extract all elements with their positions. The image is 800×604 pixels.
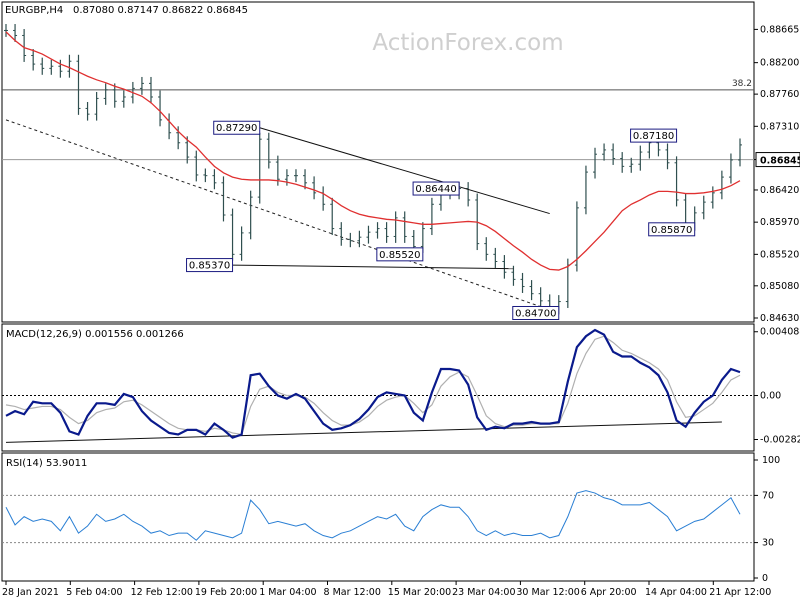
macd-panel	[1, 323, 755, 452]
macd-axis: 0.004088 0.00 -0.00282	[754, 327, 800, 446]
time-tick-label: 21 Apr 12:00	[709, 587, 771, 598]
annotation-label: 0.87290	[216, 123, 257, 134]
rsi-axis: 100 70 30 0	[754, 455, 780, 584]
time-tick-label: 28 Jan 2021	[2, 587, 59, 598]
time-tick-label: 15 Mar 20:00	[388, 587, 451, 598]
rsi-tick-label: 100	[762, 455, 780, 466]
annotation-trendline	[232, 264, 514, 270]
rsi-panel	[1, 452, 755, 582]
annotation-trendline	[259, 127, 550, 215]
macd-tick-label: 0.00	[760, 391, 781, 402]
annotation-box	[512, 305, 560, 320]
watermark: ActionForex.com	[372, 30, 563, 56]
annotation-box	[630, 128, 678, 143]
time-tick-label: 8 Mar 12:00	[324, 587, 381, 598]
annotation-label: 0.85870	[651, 225, 692, 236]
time-tick-label: 14 Apr 04:00	[645, 587, 707, 598]
annotation-label: 0.85520	[379, 250, 420, 261]
price-tick-label: 0.87760	[760, 89, 799, 100]
macd-tick-label: 0.004088	[760, 327, 800, 338]
price-plot: 38.2 0.87290 0.85370 0.86440 0.85520 0.84700 0…	[2, 24, 754, 320]
rsi-title: RSI(14) 53.9011	[6, 458, 87, 469]
current-price-tag	[755, 152, 800, 168]
annotation-label: 0.86440	[415, 184, 456, 195]
moving-average-line	[5, 31, 741, 271]
macd-line	[5, 328, 741, 439]
chart-symbol: EURGBP,H4	[5, 5, 63, 16]
time-tick-label: 12 Feb 12:00	[131, 587, 193, 598]
price-tick-label: 0.88200	[760, 58, 799, 69]
annotation-box	[376, 247, 424, 262]
price-tick-label: 0.84630	[760, 313, 799, 324]
price-tick-label: 0.88665	[760, 24, 799, 35]
dashed-trendline	[5, 119, 559, 314]
price-tick-label: 0.86420	[760, 185, 799, 196]
time-tick-label: 30 Mar 12:00	[516, 587, 579, 598]
macd-signal-line	[5, 335, 741, 436]
chart-ohlc: 0.87080 0.87147 0.86822 0.86845	[73, 5, 248, 16]
macd-title: MACD(12,26,9) 0.001556 0.001266	[6, 329, 184, 340]
price-tick-label: 0.85970	[760, 217, 799, 228]
annotation-box	[648, 222, 696, 237]
rsi-tick-label: 70	[762, 490, 774, 501]
price-panel	[1, 1, 755, 323]
time-tick-label: 23 Mar 04:00	[452, 587, 515, 598]
time-tick-label: 19 Feb 20:00	[195, 587, 257, 598]
time-tick-label: 6 Apr 20:00	[581, 587, 637, 598]
annotation-label: 0.84700	[515, 308, 556, 319]
price-tick-label: 0.85520	[760, 249, 799, 260]
annotation-box	[412, 181, 460, 196]
annotation-label: 0.85370	[189, 261, 230, 272]
macd-tick-label: -0.00282	[760, 435, 800, 446]
time-tick-label: 1 Mar 04:00	[259, 587, 316, 598]
rsi-line	[5, 490, 741, 541]
rsi-tick-label: 0	[762, 573, 768, 584]
annotation-box	[213, 120, 261, 135]
rsi-plot	[2, 490, 754, 544]
rsi-tick-label: 30	[762, 538, 774, 549]
annotation-label: 0.87180	[633, 131, 674, 142]
fib-level-label: 38.2	[732, 79, 752, 89]
annotation-box	[186, 258, 234, 273]
price-tick-label: 0.85080	[760, 281, 799, 292]
macd-trendline	[5, 421, 722, 443]
time-axis: 28 Jan 2021 5 Feb 04:00 12 Feb 12:00 19 Feb…	[2, 581, 771, 598]
time-tick-label: 5 Feb 04:00	[66, 587, 122, 598]
price-axis: 0.88665 0.88200 0.87760 0.87310 0.86845 0.864…	[754, 24, 800, 324]
price-tick-label: 0.86845	[760, 156, 800, 167]
price-tick-label: 0.87310	[760, 121, 799, 132]
macd-plot	[2, 328, 754, 443]
